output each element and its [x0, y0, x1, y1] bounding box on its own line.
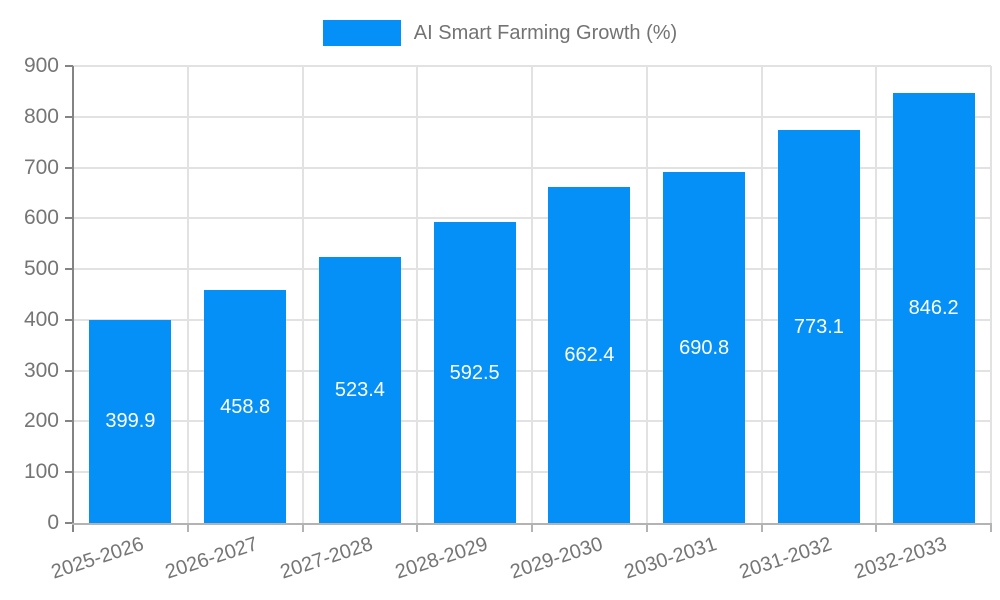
y-axis-tick-label: 500 [23, 257, 59, 281]
y-axis-tick-label: 700 [23, 155, 59, 179]
y-axis-tick-label: 400 [23, 307, 59, 331]
v-gridline [760, 66, 763, 523]
x-axis-tick [416, 524, 419, 532]
v-gridline [875, 66, 878, 523]
x-axis-tick [301, 524, 304, 532]
bar-value-label: 662.4 [564, 343, 615, 366]
y-axis-tick [65, 471, 73, 474]
y-axis-tick [65, 420, 73, 423]
y-axis-tick-label: 100 [23, 460, 59, 484]
bar-value-label: 523.4 [334, 379, 385, 402]
bar-value-label: 690.8 [679, 336, 730, 359]
x-axis-tick [186, 524, 189, 532]
y-axis-tick [65, 522, 73, 524]
bar[interactable] [548, 186, 631, 523]
bar[interactable] [89, 319, 172, 523]
bar[interactable] [892, 93, 975, 523]
v-gridline [301, 66, 304, 523]
bar[interactable] [433, 222, 516, 523]
y-axis-tick-label: 0 [47, 511, 59, 534]
y-axis-tick-label: 300 [23, 358, 59, 382]
v-gridline [416, 66, 419, 523]
bar[interactable] [663, 172, 746, 523]
x-axis-category-label: 2031-2032 [736, 533, 835, 584]
x-axis-category-label: 2029-2030 [507, 533, 606, 584]
bar-value-label: 399.9 [105, 410, 156, 433]
x-axis-category-label: 2027-2028 [277, 533, 376, 584]
v-gridline [645, 66, 648, 523]
y-axis-tick [65, 65, 73, 67]
bar[interactable] [204, 290, 287, 523]
x-axis-category-label: 2026-2027 [163, 533, 261, 584]
y-axis-tick-label: 800 [23, 104, 59, 128]
y-axis-tick-label: 600 [23, 206, 59, 230]
bar[interactable] [318, 257, 401, 523]
bar-value-label: 846.2 [908, 297, 959, 320]
x-axis-tick [531, 524, 533, 532]
x-axis-tick [72, 524, 74, 532]
x-axis-tick [875, 524, 878, 532]
v-gridline [531, 66, 533, 523]
bar-value-label: 592.5 [449, 361, 500, 384]
legend-swatch-icon [322, 20, 401, 46]
y-axis-tick [65, 369, 73, 372]
x-axis-category-label: 2032-2033 [851, 533, 950, 584]
x-axis-tick [645, 524, 648, 532]
x-axis-category-label: 2028-2029 [392, 533, 491, 584]
bar[interactable] [777, 130, 860, 523]
x-axis-category-label: 2025-2026 [48, 533, 147, 584]
y-axis-tick [65, 318, 73, 321]
bar-value-label: 458.8 [220, 395, 271, 418]
x-axis-tick [760, 524, 763, 532]
x-axis-category-label: 2030-2031 [622, 533, 720, 584]
x-axis-tick [990, 524, 992, 532]
y-axis-tick-label: 200 [23, 409, 59, 433]
y-axis-tick [65, 217, 73, 220]
y-axis-line [72, 66, 74, 523]
bar-value-label: 773.1 [793, 315, 844, 338]
x-axis-line [72, 523, 992, 525]
v-gridline [186, 66, 189, 523]
y-axis-tick [65, 115, 73, 118]
legend[interactable]: AI Smart Farming Growth (%) [0, 20, 1000, 46]
y-axis-tick [65, 166, 73, 169]
legend-label: AI Smart Farming Growth (%) [413, 21, 678, 44]
y-axis-tick-label: 900 [23, 54, 59, 77]
y-axis-tick [65, 268, 73, 271]
v-gridline [990, 66, 992, 523]
